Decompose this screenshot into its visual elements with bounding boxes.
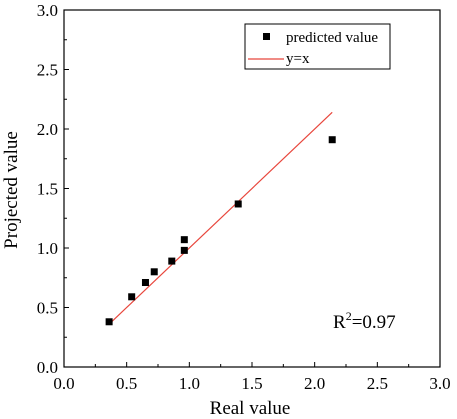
y-tick-label: 0.5 [37, 299, 58, 318]
y-tick-label: 1.5 [37, 180, 58, 199]
x-tick-label: 1.5 [241, 374, 262, 393]
data-point [168, 257, 176, 265]
x-tick-label: 2.5 [367, 374, 388, 393]
y-tick-label: 2.0 [37, 120, 58, 139]
legend-box [244, 23, 391, 70]
x-tick-label: 2.0 [304, 374, 325, 393]
y-tick-label: 3.0 [37, 1, 58, 20]
x-tick-label: 1.0 [179, 374, 200, 393]
axes: 0.0 0.5 1.0 1.5 2.0 2.5 3.0 0.0 0.5 1.0 1.5 2.0 2.5 3… [37, 1, 451, 393]
data-point [180, 246, 188, 254]
data-point [234, 200, 242, 208]
data-point [180, 236, 188, 244]
legend-marker-square [263, 33, 270, 40]
x-tick-label: 0.5 [116, 374, 137, 393]
y-axis-title: Projected value [1, 131, 22, 249]
r-squared-prefix: R [333, 312, 346, 333]
data-point [141, 279, 149, 287]
y-tick-label: 1.0 [37, 239, 58, 258]
x-axis-title: Real value [210, 398, 291, 419]
r-squared-annotation: R2=0.97 [333, 309, 396, 333]
data-point [105, 318, 113, 326]
r-squared-value: =0.97 [352, 312, 396, 333]
data-point [128, 293, 136, 301]
y-tick-label: 0.0 [37, 358, 58, 377]
legend: predicted value y=x [244, 23, 391, 70]
data-point [328, 136, 336, 144]
legend-label-predicted: predicted value [286, 30, 378, 46]
y-tick-label: 2.5 [37, 61, 58, 80]
r-squared-superscript: 2 [346, 309, 352, 323]
x-tick-label: 0.0 [53, 374, 74, 393]
chart-marks [105, 111, 336, 326]
identity-line [108, 111, 333, 325]
x-tick-label: 3.0 [429, 374, 450, 393]
data-point [150, 268, 158, 276]
legend-label-identity: y=x [286, 51, 310, 67]
